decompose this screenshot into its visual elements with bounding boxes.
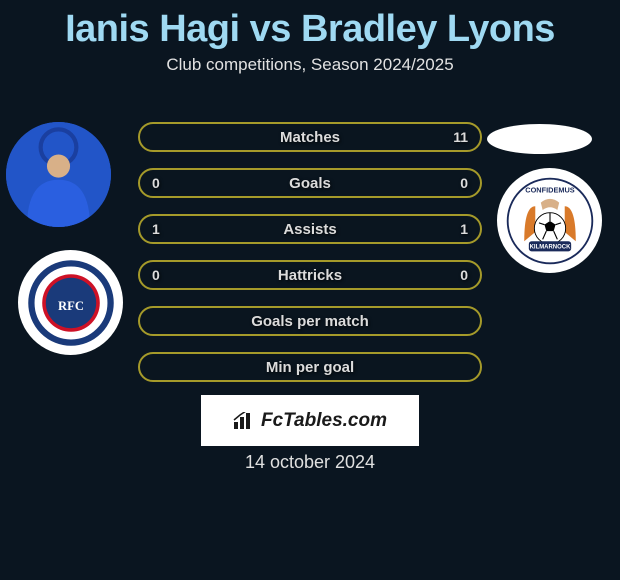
- player-photo-left: [6, 122, 111, 227]
- stat-label: Assists: [140, 221, 480, 238]
- stat-row-assists: 1 Assists 1: [138, 214, 482, 244]
- club-badge-right: CONFIDEMUS KILMARNOCK: [497, 168, 602, 273]
- page-title: Ianis Hagi vs Bradley Lyons: [0, 0, 620, 55]
- stat-right-value: 11: [453, 129, 468, 145]
- svg-text:RFC: RFC: [58, 299, 84, 313]
- stat-right-value: 1: [460, 221, 468, 237]
- stat-row-goals-per-match: Goals per match: [138, 306, 482, 336]
- fctables-label: FcTables.com: [261, 410, 387, 432]
- date-label: 14 october 2024: [0, 452, 620, 473]
- stat-row-min-per-goal: Min per goal: [138, 352, 482, 382]
- stat-label: Goals: [140, 175, 480, 192]
- stat-left-value: 1: [152, 221, 160, 237]
- chart-icon: [233, 412, 255, 430]
- stat-row-hattricks: 0 Hattricks 0: [138, 260, 482, 290]
- stat-column: Matches 11 0 Goals 0 1 Assists 1 0 Hattr…: [138, 122, 482, 398]
- svg-text:CONFIDEMUS: CONFIDEMUS: [525, 185, 575, 194]
- stat-label: Matches: [140, 129, 480, 146]
- stat-label: Hattricks: [140, 267, 480, 284]
- page-subtitle: Club competitions, Season 2024/2025: [0, 55, 620, 93]
- player-photo-right-placeholder: [487, 124, 592, 154]
- club-badge-left: RFC: [18, 250, 123, 355]
- stat-right-value: 0: [460, 267, 468, 283]
- stat-row-goals: 0 Goals 0: [138, 168, 482, 198]
- stat-label: Goals per match: [140, 313, 480, 330]
- svg-text:KILMARNOCK: KILMARNOCK: [529, 244, 570, 250]
- stat-row-matches: Matches 11: [138, 122, 482, 152]
- stat-label: Min per goal: [140, 359, 480, 376]
- stat-left-value: 0: [152, 175, 160, 191]
- stat-left-value: 0: [152, 267, 160, 283]
- fctables-watermark: FcTables.com: [201, 395, 419, 446]
- stat-right-value: 0: [460, 175, 468, 191]
